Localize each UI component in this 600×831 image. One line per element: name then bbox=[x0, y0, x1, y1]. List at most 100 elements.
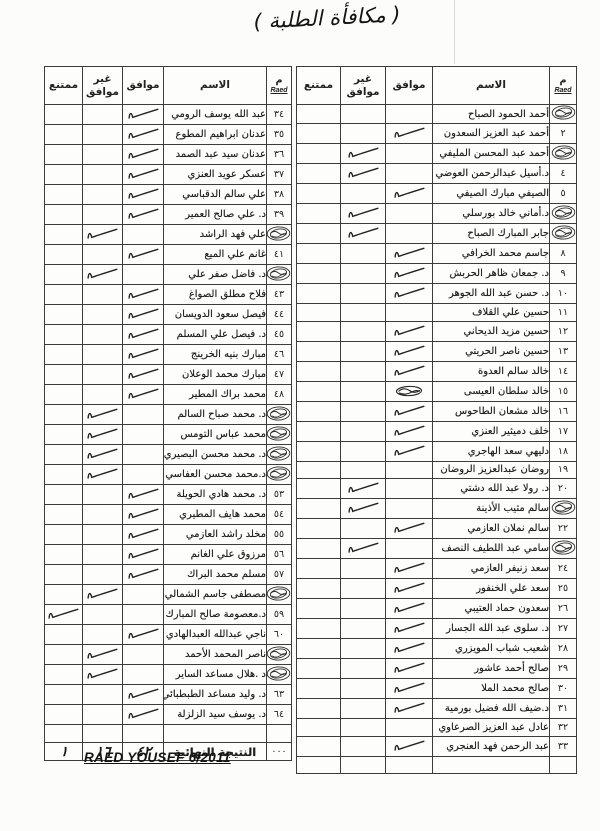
agree-cell bbox=[385, 243, 433, 264]
agree-cell bbox=[122, 424, 164, 445]
checkmark-icon bbox=[127, 208, 160, 220]
abstain-cell bbox=[44, 184, 83, 205]
row-number-cell: ٢٨ bbox=[549, 638, 577, 659]
abstain-cell bbox=[296, 460, 341, 479]
agree-cell bbox=[385, 698, 433, 719]
result-number-cell: ٠٠٠ bbox=[266, 742, 292, 761]
left-table-body: ٣٤ عبد الله يوسف الرومي ٣٥ عدنان ابراهيم… bbox=[43, 104, 292, 761]
row-number-cell: ٣٩ bbox=[266, 204, 292, 225]
checkmark-icon bbox=[127, 368, 160, 380]
abstain-cell bbox=[44, 164, 83, 185]
table-row: ٤١ غانم علي الميع bbox=[44, 244, 292, 265]
disagree-cell bbox=[82, 184, 123, 205]
abstain-cell bbox=[296, 123, 341, 144]
abstain-cell bbox=[44, 384, 83, 405]
abstain-cell bbox=[44, 264, 83, 285]
member-name-cell: حسين علي القلاف bbox=[432, 303, 550, 322]
table-row: ٣٣ عبد الرحمن فهد العنجري bbox=[296, 735, 577, 757]
row-number-cell: ٢٥ bbox=[549, 578, 577, 599]
abstain-cell bbox=[296, 518, 341, 539]
member-name-cell: سعد علي الخنفور bbox=[432, 578, 550, 599]
row-number-cell: ٥٥ bbox=[266, 524, 292, 545]
abstain-cell bbox=[296, 143, 341, 164]
row-number-cell bbox=[266, 444, 292, 465]
handwritten-title: ( مكافأة الطلبة ) bbox=[252, 2, 402, 34]
table-row: د.أماني خالد بورسلي bbox=[296, 203, 577, 224]
disagree-cell bbox=[82, 644, 123, 665]
column-header-disagree: غير موافق bbox=[82, 66, 123, 105]
agree-cell bbox=[122, 544, 164, 565]
table-row: ٥٣ د. محمد هادي الحويلة bbox=[44, 484, 292, 505]
table-row: ٤٧ مبارك محمد الوعلان bbox=[44, 364, 292, 385]
disagree-cell bbox=[82, 404, 123, 425]
disagree-cell bbox=[340, 243, 386, 264]
checkmark-icon bbox=[393, 425, 426, 437]
agree-cell bbox=[385, 320, 433, 342]
table-row: ١٢ حسين مزيد الديحاني bbox=[296, 320, 577, 342]
agree-cell bbox=[122, 564, 164, 585]
disagree-cell bbox=[82, 284, 123, 305]
stamp-icon bbox=[267, 265, 291, 281]
checkmark-icon bbox=[393, 562, 426, 574]
checkmark-icon bbox=[393, 267, 426, 279]
abstain-cell bbox=[44, 104, 83, 125]
row-number-cell: ٣٧ bbox=[266, 164, 292, 185]
agree-cell bbox=[122, 364, 164, 385]
disagree-cell bbox=[82, 224, 123, 245]
vote-table-right: م Raed الاسم موافق غير موافق ممتنع أحمد ا… bbox=[296, 66, 577, 774]
disagree-cell bbox=[82, 124, 123, 145]
abstain-cell bbox=[44, 664, 83, 685]
table-row: ١٩ روضان عبدالعزيز الروضان bbox=[296, 460, 577, 479]
disagree-cell bbox=[340, 755, 386, 774]
disagree-cell bbox=[340, 203, 386, 224]
table-row: ٢٤ سعد زنيفر العازمي bbox=[296, 558, 577, 579]
table-row: ١١ حسين علي القلاف bbox=[296, 303, 577, 322]
checkmark-icon bbox=[347, 542, 380, 554]
agree-cell bbox=[385, 360, 433, 382]
disagree-cell bbox=[340, 618, 386, 639]
abstain-cell bbox=[44, 284, 83, 305]
row-number-cell bbox=[549, 498, 577, 519]
member-name-cell: عدنان ابراهيم المطوع bbox=[163, 124, 267, 145]
disagree-cell bbox=[340, 440, 386, 462]
agree-cell bbox=[122, 304, 164, 325]
column-header-num: م Raed bbox=[549, 66, 577, 105]
abstain-cell bbox=[296, 618, 341, 639]
abstain-cell bbox=[44, 524, 83, 545]
stamp-icon bbox=[267, 465, 291, 481]
row-number-cell bbox=[266, 644, 292, 665]
checkmark-icon bbox=[393, 325, 426, 337]
checkmark-icon bbox=[127, 548, 160, 560]
header-row: م Raed الاسم موافق غير موافق ممتنع bbox=[44, 66, 292, 105]
member-name-cell: د.أسيل عبدالرحمن العوضي bbox=[432, 163, 550, 184]
abstain-cell bbox=[296, 440, 341, 462]
member-name-cell: صالح محمد الملا bbox=[432, 678, 550, 699]
agree-cell bbox=[385, 400, 433, 422]
table-row: ٣٢ عادل عبد العزيز الصرعاوي bbox=[296, 718, 577, 737]
table-row: ٢٢ سالم نملان العازمي bbox=[296, 518, 577, 539]
disagree-cell bbox=[82, 684, 123, 705]
abstain-cell bbox=[44, 404, 83, 425]
table-row: ٣٦ عدنان سيد عبد الصمد bbox=[44, 144, 292, 165]
table-row: ٦٠ ناجي عبدالله العبدالهادي bbox=[44, 624, 292, 645]
agree-cell bbox=[385, 538, 433, 559]
stamp-icon bbox=[267, 425, 291, 441]
result-label-cell: النتيجة النهائية bbox=[163, 742, 267, 761]
right-table-header: م Raed الاسم موافق غير موافق ممتنع bbox=[296, 66, 577, 105]
checkmark-icon bbox=[127, 508, 160, 520]
checkmark-icon bbox=[393, 582, 426, 594]
agree-cell bbox=[385, 755, 433, 774]
right-table-body: أحمد الحمود الصباح ٢ أحمد عبد العزيز الس… bbox=[296, 104, 577, 774]
checkmark-icon bbox=[127, 108, 160, 120]
agree-cell bbox=[385, 518, 433, 539]
member-name-cell: د. حسن عبد الله الجوهر bbox=[432, 283, 550, 304]
checkmark-icon bbox=[127, 708, 160, 720]
abstain-cell bbox=[296, 263, 341, 284]
row-number-cell: ٢٩ bbox=[549, 658, 577, 679]
row-number-cell: ٣٨ bbox=[266, 184, 292, 205]
stamp-icon bbox=[267, 665, 291, 681]
agree-cell bbox=[385, 718, 433, 737]
table-row: ٣٤ عبد الله يوسف الرومي bbox=[44, 104, 292, 125]
row-number-cell: ١٨ bbox=[549, 440, 577, 462]
stamp-icon bbox=[551, 224, 576, 240]
